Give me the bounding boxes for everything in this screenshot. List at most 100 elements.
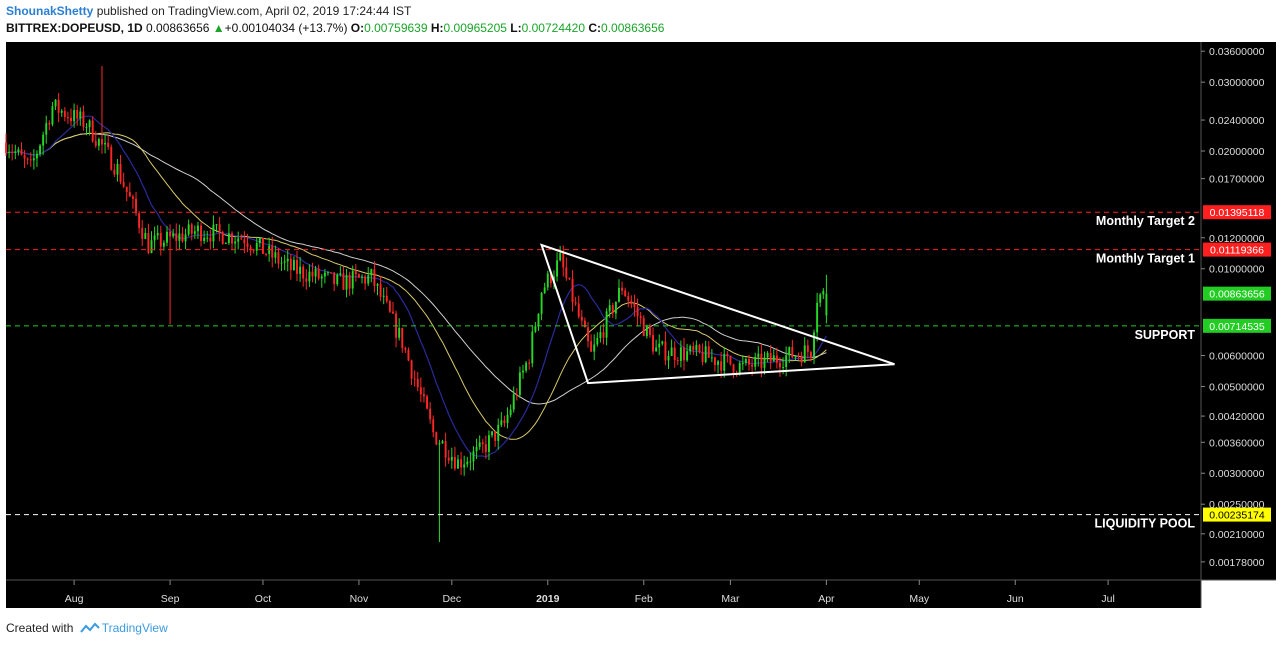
candle-body xyxy=(422,394,425,397)
candle-body xyxy=(648,325,651,336)
candle-body xyxy=(679,347,682,361)
price-tag xyxy=(1203,242,1271,257)
candle-body xyxy=(738,363,741,374)
candle-body xyxy=(525,362,528,371)
candle-body xyxy=(645,325,648,337)
time-axis[interactable] xyxy=(6,580,1201,608)
candle-body xyxy=(153,235,156,241)
level-text: Monthly Target 2 xyxy=(1096,214,1195,228)
level-text: SUPPORT xyxy=(1135,328,1196,342)
ma-mid-line xyxy=(5,132,827,440)
price-change: +0.00104034 (+13.7%) xyxy=(224,21,348,35)
candle-body xyxy=(169,231,172,237)
high-label: H: xyxy=(430,21,444,35)
candle-body xyxy=(94,141,97,146)
candle-body xyxy=(274,252,277,258)
candle-body xyxy=(571,278,574,303)
candle-body xyxy=(760,353,763,368)
candle-body xyxy=(707,346,710,358)
candle-body xyxy=(726,353,729,356)
candle-body xyxy=(283,261,286,263)
candle-body xyxy=(608,305,611,312)
candle-body xyxy=(618,287,620,302)
candle-body xyxy=(621,287,624,291)
candle-body xyxy=(744,359,747,363)
candle-body xyxy=(772,355,775,362)
candle-body xyxy=(32,158,35,161)
candle-body xyxy=(670,347,673,356)
candle-body xyxy=(487,435,490,452)
candle-body xyxy=(596,338,599,345)
horizontal-levels xyxy=(6,211,1201,516)
price-axis[interactable] xyxy=(1201,42,1276,580)
author-name[interactable]: ShounakShetty xyxy=(6,4,94,18)
candle-body xyxy=(196,225,199,232)
open-label: O: xyxy=(350,21,365,35)
time-tick-label: Mar xyxy=(721,593,740,605)
price-tag xyxy=(1203,286,1271,301)
candle-body xyxy=(667,355,670,361)
price-tick-label: 0.01700000 xyxy=(1209,174,1265,186)
candle-body xyxy=(785,355,788,368)
candle-body xyxy=(323,272,326,277)
time-tick-label: 2019 xyxy=(536,593,560,605)
low-value: 0.00724420 xyxy=(521,21,586,35)
time-tick-label: Sep xyxy=(161,593,180,605)
candle-body xyxy=(131,196,134,199)
candle-body xyxy=(426,396,428,409)
candle-body xyxy=(277,252,280,264)
candle-body xyxy=(184,234,187,242)
candle-body xyxy=(432,419,435,433)
candle-body xyxy=(29,159,32,161)
candle-body xyxy=(193,231,196,234)
candle-body xyxy=(590,341,593,352)
candle-body xyxy=(754,356,757,367)
candle-body xyxy=(261,238,264,254)
candle-body xyxy=(481,442,484,445)
candle-body xyxy=(172,233,175,237)
candle-body xyxy=(212,224,215,242)
level-text: LIQUIDITY POOL xyxy=(1095,517,1196,531)
price-tag-text: 0.01395118 xyxy=(1210,207,1265,219)
tradingview-brand[interactable]: TradingView xyxy=(101,621,168,635)
candle-body xyxy=(720,361,723,371)
candle-body xyxy=(748,359,750,365)
candle-body xyxy=(503,420,506,424)
price-chart[interactable]: 0.03600000 0.03000000 0.02400000 0.02000000… xyxy=(0,40,1280,612)
candle-body xyxy=(234,241,237,244)
candle-body xyxy=(661,341,664,344)
candle-body xyxy=(614,301,617,314)
candle-body xyxy=(206,237,209,239)
candle-body xyxy=(135,198,137,214)
candle-body xyxy=(271,245,274,258)
candle-body xyxy=(655,347,658,352)
high-value: 0.00965205 xyxy=(443,21,507,35)
candle-body xyxy=(187,224,190,235)
tradingview-logo-icon[interactable] xyxy=(79,622,100,634)
candle-body xyxy=(494,431,497,441)
candle-body xyxy=(757,353,760,357)
candle-body xyxy=(107,142,110,148)
candle-body xyxy=(292,260,295,271)
candle-body xyxy=(255,243,258,251)
candle-body xyxy=(51,106,54,125)
candle-body xyxy=(156,233,159,236)
plot-area[interactable] xyxy=(6,42,1201,580)
candle-body xyxy=(475,446,478,452)
candle-body xyxy=(104,142,107,145)
candle-body xyxy=(26,158,29,160)
candle-body xyxy=(627,296,630,301)
candle-body xyxy=(60,110,63,113)
price-tick-label: 0.00360000 xyxy=(1209,437,1265,449)
candle-body xyxy=(159,233,162,247)
price-tag-text: 0.00863656 xyxy=(1209,289,1265,301)
price-tag xyxy=(1203,318,1271,333)
candle-body xyxy=(407,349,410,361)
time-tick-label: Jul xyxy=(1101,593,1114,605)
last-price: 0.00863656 xyxy=(146,21,210,35)
candle-body xyxy=(14,151,17,153)
candle-body xyxy=(506,414,509,424)
candle-body xyxy=(150,240,153,253)
candle-body xyxy=(822,290,825,295)
candle-body xyxy=(339,273,342,275)
